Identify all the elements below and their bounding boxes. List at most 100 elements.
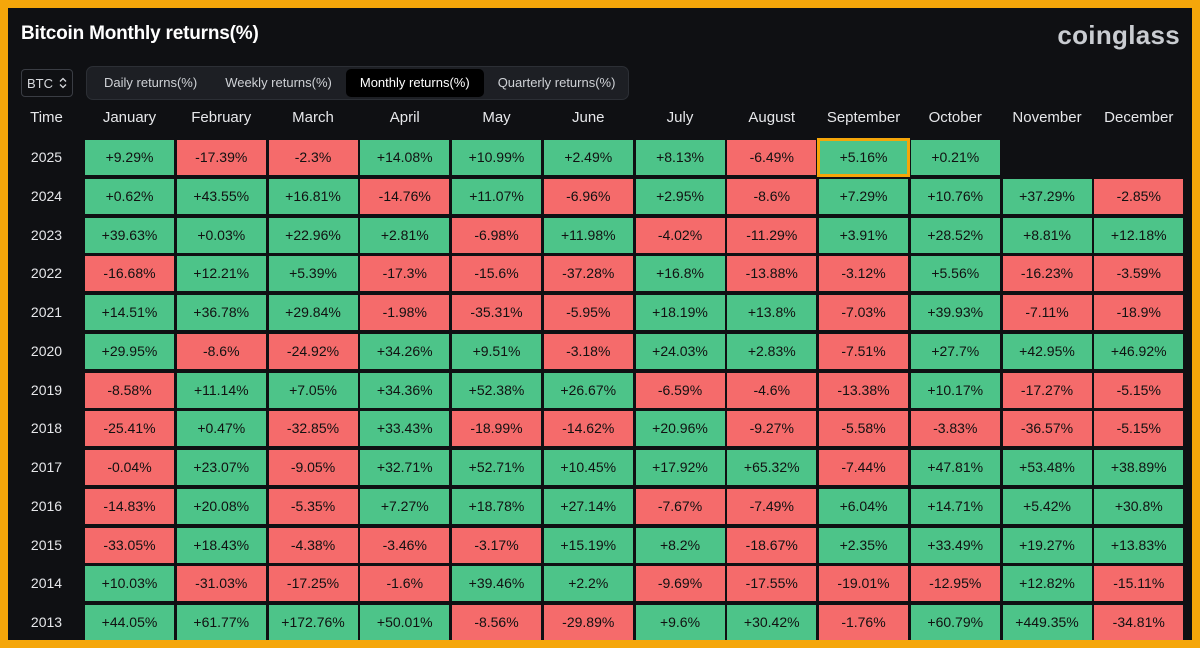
- heatmap-cell-2016-may[interactable]: +18.78%: [452, 488, 541, 524]
- heatmap-cell-2024-may[interactable]: +11.07%: [452, 178, 541, 214]
- heatmap-cell-2021-april[interactable]: -1.98%: [360, 295, 450, 330]
- heatmap-cell-2014-december[interactable]: -15.11%: [1094, 566, 1184, 602]
- heatmap-cell-2015-october[interactable]: +33.49%: [910, 527, 1000, 563]
- heatmap-cell-2015-january[interactable]: -33.05%: [85, 527, 174, 563]
- heatmap-cell-2013-december[interactable]: -34.81%: [1094, 605, 1184, 640]
- heatmap-cell-2022-december[interactable]: -3.59%: [1094, 256, 1184, 292]
- heatmap-cell-2025-september[interactable]: +5.16%: [817, 138, 910, 177]
- heatmap-cell-2025-january[interactable]: +9.29%: [85, 140, 174, 175]
- heatmap-cell-2018-june[interactable]: -14.62%: [543, 411, 633, 447]
- heatmap-cell-2016-october[interactable]: +14.71%: [910, 488, 1000, 524]
- heatmap-cell-2019-april[interactable]: +34.36%: [360, 372, 450, 408]
- tab-quarterly-returns[interactable]: Quarterly returns(%): [497, 75, 616, 90]
- heatmap-cell-2022-july[interactable]: +16.8%: [635, 256, 725, 292]
- heatmap-cell-2021-february[interactable]: +36.78%: [176, 295, 266, 330]
- heatmap-cell-2018-april[interactable]: +33.43%: [360, 411, 450, 447]
- heatmap-cell-2018-august[interactable]: -9.27%: [727, 411, 817, 447]
- heatmap-cell-2013-september[interactable]: -1.76%: [819, 605, 908, 640]
- heatmap-cell-2017-april[interactable]: +32.71%: [360, 450, 450, 485]
- heatmap-cell-2015-september[interactable]: +2.35%: [819, 527, 908, 563]
- heatmap-cell-2022-august[interactable]: -13.88%: [727, 256, 817, 292]
- heatmap-cell-2023-may[interactable]: -6.98%: [452, 217, 541, 253]
- heatmap-cell-2017-january[interactable]: -0.04%: [85, 450, 174, 485]
- heatmap-cell-2013-august[interactable]: +30.42%: [727, 605, 817, 640]
- heatmap-cell-2024-october[interactable]: +10.76%: [910, 178, 1000, 214]
- heatmap-cell-2018-may[interactable]: -18.99%: [452, 411, 541, 447]
- heatmap-cell-2013-february[interactable]: +61.77%: [176, 605, 266, 640]
- heatmap-cell-2022-march[interactable]: +5.39%: [268, 256, 358, 292]
- heatmap-cell-2018-september[interactable]: -5.58%: [819, 411, 908, 447]
- heatmap-cell-2015-may[interactable]: -3.17%: [452, 527, 541, 563]
- heatmap-cell-2020-march[interactable]: -24.92%: [268, 333, 358, 369]
- heatmap-cell-2017-december[interactable]: +38.89%: [1094, 450, 1184, 485]
- heatmap-cell-2025-march[interactable]: -2.3%: [268, 140, 358, 175]
- heatmap-cell-2020-october[interactable]: +27.7%: [910, 333, 1000, 369]
- heatmap-cell-2015-june[interactable]: +15.19%: [543, 527, 633, 563]
- heatmap-cell-2024-march[interactable]: +16.81%: [268, 178, 358, 214]
- heatmap-cell-2023-march[interactable]: +22.96%: [268, 217, 358, 253]
- heatmap-cell-2019-january[interactable]: -8.58%: [85, 372, 174, 408]
- heatmap-cell-2020-may[interactable]: +9.51%: [452, 333, 541, 369]
- heatmap-cell-2019-may[interactable]: +52.38%: [452, 372, 541, 408]
- heatmap-cell-2023-january[interactable]: +39.63%: [85, 217, 174, 253]
- heatmap-cell-2016-december[interactable]: +30.8%: [1094, 488, 1184, 524]
- heatmap-cell-2019-september[interactable]: -13.38%: [819, 372, 908, 408]
- heatmap-cell-2017-may[interactable]: +52.71%: [452, 450, 541, 485]
- heatmap-cell-2022-may[interactable]: -15.6%: [452, 256, 541, 292]
- heatmap-cell-2017-march[interactable]: -9.05%: [268, 450, 358, 485]
- heatmap-cell-2016-march[interactable]: -5.35%: [268, 488, 358, 524]
- tab-weekly-returns[interactable]: Weekly returns(%): [225, 75, 332, 90]
- heatmap-cell-2020-january[interactable]: +29.95%: [85, 333, 174, 369]
- heatmap-cell-2014-august[interactable]: -17.55%: [727, 566, 817, 602]
- heatmap-cell-2025-april[interactable]: +14.08%: [360, 140, 450, 175]
- heatmap-cell-2014-march[interactable]: -17.25%: [268, 566, 358, 602]
- heatmap-cell-2020-april[interactable]: +34.26%: [360, 333, 450, 369]
- heatmap-cell-2014-september[interactable]: -19.01%: [819, 566, 908, 602]
- heatmap-cell-2025-may[interactable]: +10.99%: [452, 140, 541, 175]
- heatmap-cell-2023-september[interactable]: +3.91%: [819, 217, 908, 253]
- heatmap-cell-2014-february[interactable]: -31.03%: [176, 566, 266, 602]
- asset-selector[interactable]: BTC: [21, 69, 73, 97]
- heatmap-cell-2022-november[interactable]: -16.23%: [1002, 256, 1092, 292]
- heatmap-cell-2021-november[interactable]: -7.11%: [1002, 295, 1092, 330]
- heatmap-cell-2022-october[interactable]: +5.56%: [910, 256, 1000, 292]
- heatmap-cell-2018-november[interactable]: -36.57%: [1002, 411, 1092, 447]
- heatmap-cell-2025-june[interactable]: +2.49%: [543, 140, 633, 175]
- heatmap-cell-2023-april[interactable]: +2.81%: [360, 217, 450, 253]
- heatmap-cell-2021-july[interactable]: +18.19%: [635, 295, 725, 330]
- heatmap-cell-2014-april[interactable]: -1.6%: [360, 566, 450, 602]
- heatmap-cell-2014-may[interactable]: +39.46%: [452, 566, 541, 602]
- heatmap-cell-2023-october[interactable]: +28.52%: [910, 217, 1000, 253]
- heatmap-cell-2017-november[interactable]: +53.48%: [1002, 450, 1092, 485]
- heatmap-cell-2014-june[interactable]: +2.2%: [543, 566, 633, 602]
- heatmap-cell-2022-april[interactable]: -17.3%: [360, 256, 450, 292]
- heatmap-cell-2015-july[interactable]: +8.2%: [635, 527, 725, 563]
- heatmap-cell-2018-october[interactable]: -3.83%: [910, 411, 1000, 447]
- heatmap-cell-2015-march[interactable]: -4.38%: [268, 527, 358, 563]
- heatmap-cell-2022-september[interactable]: -3.12%: [819, 256, 908, 292]
- heatmap-cell-2023-august[interactable]: -11.29%: [727, 217, 817, 253]
- heatmap-cell-2024-november[interactable]: +37.29%: [1002, 178, 1092, 214]
- heatmap-cell-2013-march[interactable]: +172.76%: [268, 605, 358, 640]
- heatmap-cell-2017-july[interactable]: +17.92%: [635, 450, 725, 485]
- heatmap-cell-2023-december[interactable]: +12.18%: [1094, 217, 1184, 253]
- tab-daily-returns[interactable]: Daily returns(%): [104, 75, 198, 90]
- heatmap-cell-2022-january[interactable]: -16.68%: [85, 256, 174, 292]
- heatmap-cell-2014-july[interactable]: -9.69%: [635, 566, 725, 602]
- heatmap-cell-2014-november[interactable]: +12.82%: [1002, 566, 1092, 602]
- heatmap-cell-2019-march[interactable]: +7.05%: [268, 372, 358, 408]
- heatmap-cell-2019-december[interactable]: -5.15%: [1094, 372, 1184, 408]
- heatmap-cell-2019-june[interactable]: +26.67%: [543, 372, 633, 408]
- heatmap-cell-2025-october[interactable]: +0.21%: [910, 140, 1000, 175]
- heatmap-cell-2023-november[interactable]: +8.81%: [1002, 217, 1092, 253]
- heatmap-cell-2017-september[interactable]: -7.44%: [819, 450, 908, 485]
- heatmap-cell-2013-october[interactable]: +60.79%: [910, 605, 1000, 640]
- heatmap-cell-2017-june[interactable]: +10.45%: [543, 450, 633, 485]
- heatmap-cell-2020-june[interactable]: -3.18%: [543, 333, 633, 369]
- heatmap-cell-2021-may[interactable]: -35.31%: [452, 295, 541, 330]
- heatmap-cell-2016-january[interactable]: -14.83%: [85, 488, 174, 524]
- heatmap-cell-2016-november[interactable]: +5.42%: [1002, 488, 1092, 524]
- heatmap-cell-2017-october[interactable]: +47.81%: [910, 450, 1000, 485]
- heatmap-cell-2018-february[interactable]: +0.47%: [176, 411, 266, 447]
- heatmap-cell-2024-september[interactable]: +7.29%: [819, 178, 908, 214]
